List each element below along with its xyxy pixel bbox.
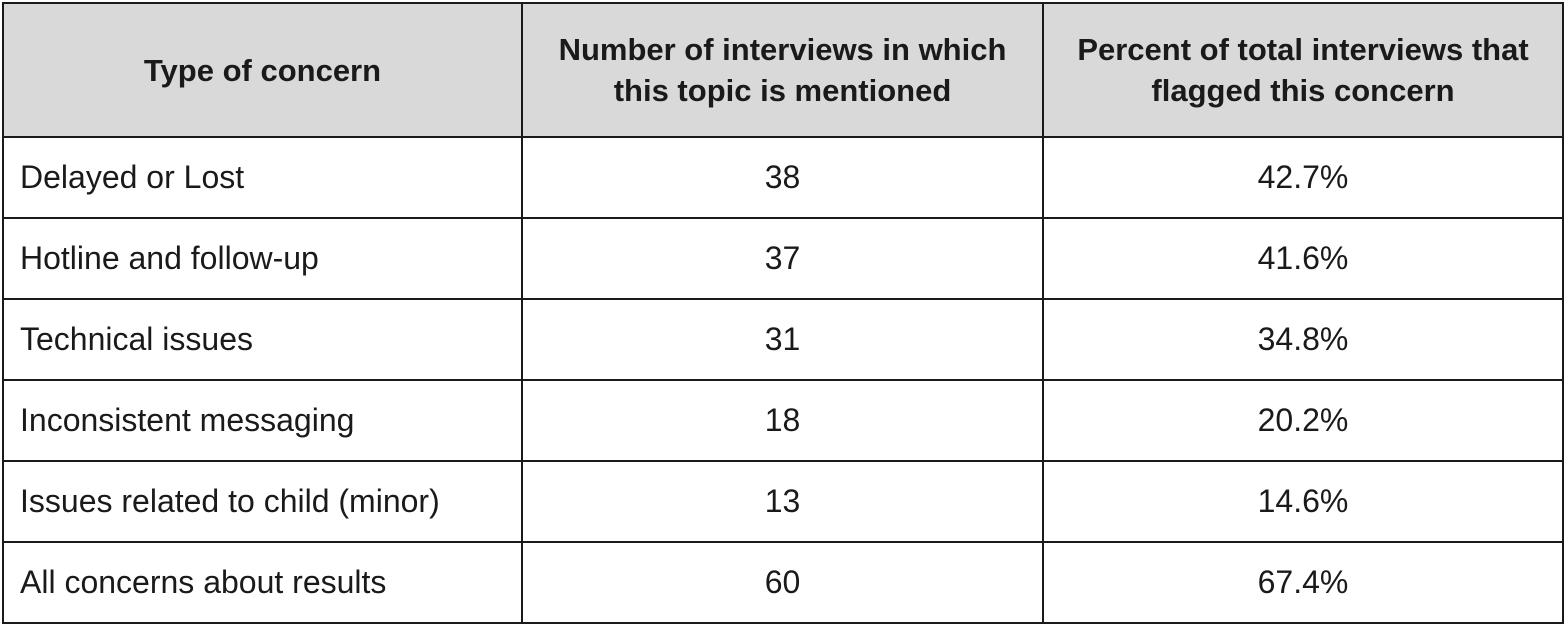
table-header: Type of concern Number of interviews in …	[2, 2, 1564, 138]
header-number-of-interviews: Number of interviews in which this topic…	[521, 2, 1044, 138]
table-body: Delayed or Lost 38 42.7% Hotline and fol…	[2, 136, 1564, 624]
concern-type-cell: Hotline and follow-up	[2, 217, 523, 300]
header-row: Type of concern Number of interviews in …	[2, 2, 1564, 138]
interview-count-cell: 18	[521, 379, 1044, 462]
interview-count-cell: 31	[521, 298, 1044, 381]
percent-cell: 34.8%	[1042, 298, 1564, 381]
percent-cell: 41.6%	[1042, 217, 1564, 300]
header-percent-of-interviews: Percent of total interviews that flagged…	[1042, 2, 1564, 138]
percent-cell: 42.7%	[1042, 136, 1564, 219]
table-row: All concerns about results 60 67.4%	[2, 541, 1564, 624]
concern-type-cell: Issues related to child (minor)	[2, 460, 523, 543]
header-type-of-concern: Type of concern	[2, 2, 523, 138]
concern-type-cell: Technical issues	[2, 298, 523, 381]
table-row: Delayed or Lost 38 42.7%	[2, 136, 1564, 219]
concern-type-cell: Inconsistent messaging	[2, 379, 523, 462]
table-row: Hotline and follow-up 37 41.6%	[2, 217, 1564, 300]
table-row: Technical issues 31 34.8%	[2, 298, 1564, 381]
interview-count-cell: 38	[521, 136, 1044, 219]
percent-cell: 20.2%	[1042, 379, 1564, 462]
percent-cell: 14.6%	[1042, 460, 1564, 543]
percent-cell: 67.4%	[1042, 541, 1564, 624]
table-row: Issues related to child (minor) 13 14.6%	[2, 460, 1564, 543]
interview-count-cell: 60	[521, 541, 1044, 624]
interview-count-cell: 13	[521, 460, 1044, 543]
concern-type-cell: All concerns about results	[2, 541, 523, 624]
table-row: Inconsistent messaging 18 20.2%	[2, 379, 1564, 462]
interview-count-cell: 37	[521, 217, 1044, 300]
concern-type-cell: Delayed or Lost	[2, 136, 523, 219]
